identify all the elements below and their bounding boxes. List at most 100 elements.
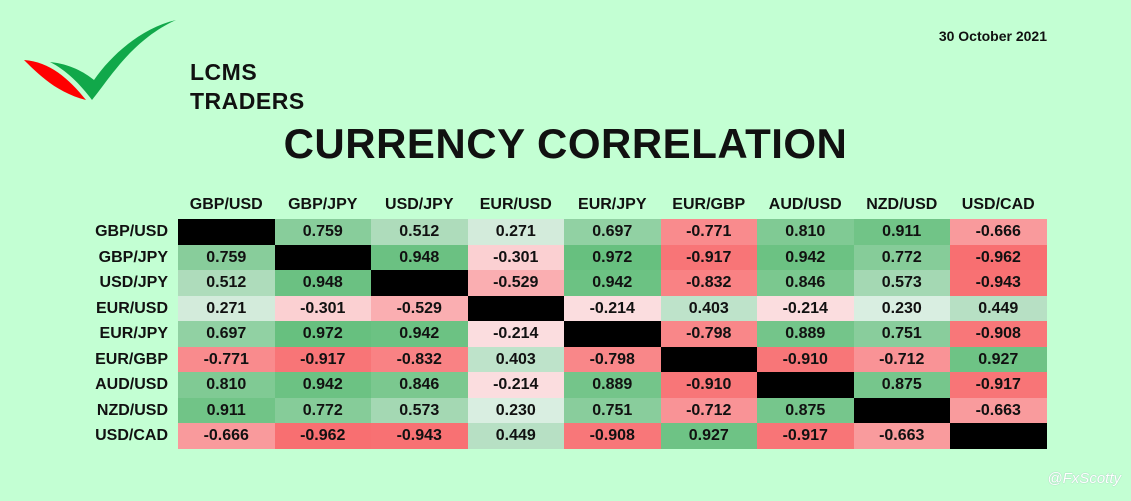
row-header: EUR/JPY — [99, 325, 168, 342]
row-header: USD/CAD — [95, 427, 168, 444]
correlation-cell: -0.832 — [371, 346, 468, 373]
diagonal-cell — [371, 270, 468, 296]
correlation-cell: 0.230 — [467, 397, 564, 424]
correlation-cell: 0.846 — [757, 270, 854, 296]
correlation-cell: -0.908 — [564, 423, 661, 449]
logo-wordmark: LCMS TRADERS — [190, 58, 305, 116]
correlation-cell: -0.917 — [757, 423, 854, 449]
correlation-cell: 0.889 — [564, 372, 661, 398]
correlation-cell: 0.846 — [371, 372, 468, 398]
correlation-cell: 0.772 — [853, 244, 950, 271]
column-header: GBP/USD — [189, 196, 263, 213]
correlation-cell: -0.214 — [757, 295, 854, 322]
correlation-cell: 0.927 — [660, 423, 757, 449]
correlation-cell: 0.875 — [757, 397, 854, 424]
correlation-cell: 0.573 — [371, 397, 468, 424]
correlation-cell: -0.663 — [853, 423, 950, 449]
correlation-cell: 0.911 — [178, 397, 275, 424]
correlation-cell: -0.301 — [274, 295, 371, 322]
diagonal-cell — [853, 397, 950, 424]
correlation-cell: -0.529 — [371, 295, 468, 322]
row-header: GBP/USD — [95, 223, 168, 240]
correlation-cell: -0.301 — [467, 244, 564, 271]
column-header: GBP/JPY — [288, 196, 358, 213]
correlation-cell: 0.573 — [853, 270, 950, 296]
correlation-cell: 0.772 — [274, 397, 371, 424]
correlation-cell: 0.751 — [853, 321, 950, 347]
correlation-cell: 0.948 — [371, 244, 468, 271]
logo-line-2: TRADERS — [190, 88, 305, 114]
column-header: NZD/USD — [866, 196, 938, 213]
diagonal-cell — [178, 219, 275, 245]
correlation-cell: 0.271 — [178, 295, 275, 322]
watermark: @FxScotty — [1047, 470, 1121, 487]
row-header: GBP/JPY — [98, 248, 168, 266]
correlation-cell: 0.810 — [178, 372, 275, 398]
correlation-cell: -0.917 — [950, 372, 1047, 398]
diagonal-cell — [274, 244, 371, 271]
correlation-cell: -0.910 — [757, 346, 854, 373]
brand-logo: LCMS TRADERS — [22, 18, 304, 114]
correlation-cell: 0.810 — [757, 219, 854, 245]
correlation-cell: 0.449 — [950, 295, 1047, 322]
report-date: 30 October 2021 — [938, 28, 1047, 44]
row-header: NZD/USD — [96, 401, 168, 419]
diagonal-cell — [757, 372, 854, 398]
row-header: AUD/USD — [95, 376, 168, 393]
diagonal-cell — [950, 423, 1047, 449]
correlation-cell: 0.889 — [757, 321, 854, 347]
correlation-cell: -0.917 — [660, 244, 757, 271]
correlation-cell: 0.875 — [853, 372, 950, 398]
correlation-cell: -0.771 — [178, 346, 275, 373]
column-header: USD/JPY — [385, 196, 454, 213]
column-header: EUR/USD — [479, 196, 552, 213]
diagonal-cell — [660, 346, 757, 373]
correlation-cell: -0.529 — [467, 270, 564, 296]
correlation-cell: 0.972 — [564, 244, 661, 271]
column-header: AUD/USD — [768, 196, 842, 213]
column-header: EUR/GBP — [672, 196, 746, 213]
correlation-cell: 0.230 — [853, 295, 950, 322]
correlation-cell: 0.403 — [467, 346, 564, 373]
correlation-cell: 0.942 — [757, 244, 854, 271]
correlation-cell: 0.759 — [178, 244, 275, 271]
correlation-cell: 0.697 — [564, 219, 661, 245]
correlation-cell: 0.942 — [274, 372, 371, 398]
logo-line-1: LCMS — [190, 59, 258, 85]
correlation-cell: -0.666 — [950, 219, 1047, 245]
correlation-cell: 0.697 — [178, 321, 275, 347]
correlation-cell: -0.908 — [950, 321, 1047, 347]
correlation-cell: 0.942 — [564, 270, 661, 296]
correlation-cell: 0.449 — [467, 423, 564, 449]
correlation-cell: 0.948 — [274, 270, 371, 296]
correlation-cell: -0.214 — [467, 372, 564, 398]
correlation-cell: -0.943 — [950, 270, 1047, 296]
correlation-cell: -0.962 — [950, 244, 1047, 271]
diagonal-cell — [564, 321, 661, 347]
correlation-cell: 0.911 — [853, 219, 950, 245]
row-header: EUR/GBP — [95, 350, 168, 368]
correlation-cell: -0.666 — [178, 423, 275, 449]
correlation-cell: 0.972 — [274, 321, 371, 347]
page-title: CURRENCY CORRELATION — [283, 120, 848, 167]
correlation-cell: -0.962 — [274, 423, 371, 449]
correlation-cell: -0.943 — [371, 423, 468, 449]
correlation-cell: -0.712 — [660, 397, 757, 424]
correlation-cell: -0.798 — [660, 321, 757, 347]
correlation-cell: 0.403 — [660, 295, 757, 322]
correlation-cell: 0.751 — [564, 397, 661, 424]
row-header: USD/JPY — [99, 274, 168, 291]
correlation-cell: -0.917 — [274, 346, 371, 373]
correlation-cell: -0.663 — [950, 397, 1047, 424]
correlation-cell: 0.271 — [467, 219, 564, 245]
correlation-cell: -0.214 — [467, 321, 564, 347]
row-header: EUR/USD — [95, 299, 168, 317]
correlation-cell: -0.832 — [660, 270, 757, 296]
column-header: USD/CAD — [961, 196, 1035, 213]
checkmark-logo-icon — [24, 20, 176, 100]
correlation-cell: 0.512 — [178, 270, 275, 296]
logo-red-swoosh — [24, 60, 86, 100]
correlation-cell: 0.512 — [371, 219, 468, 245]
correlation-cell: -0.798 — [564, 346, 661, 373]
correlation-cell: -0.771 — [660, 219, 757, 245]
